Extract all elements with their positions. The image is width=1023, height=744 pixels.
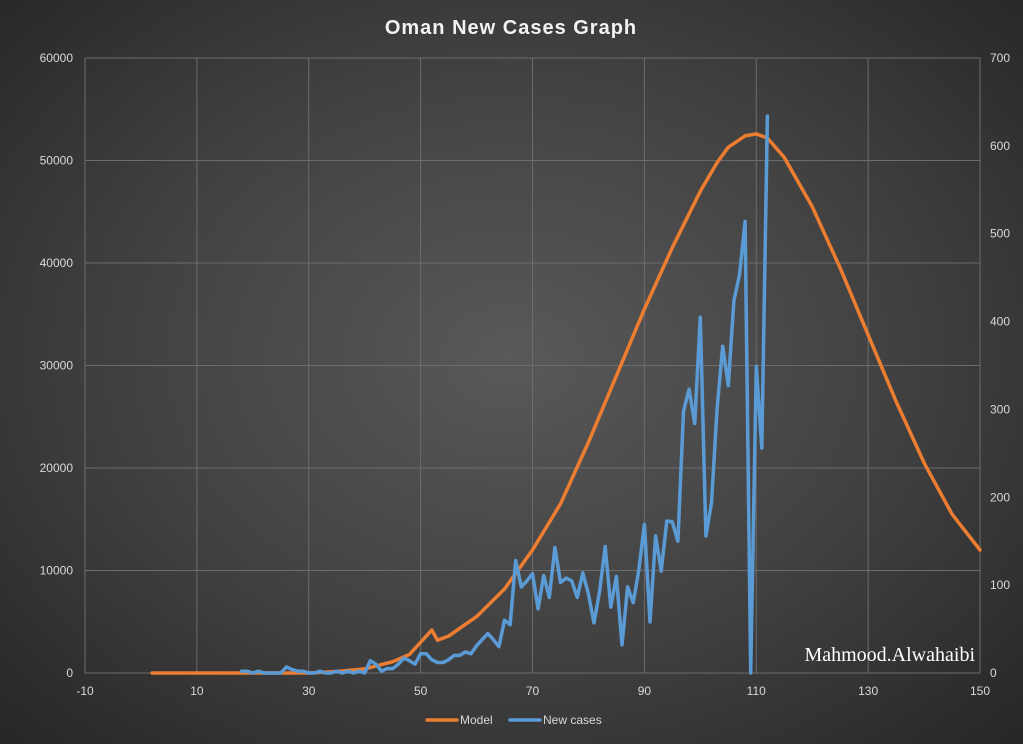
y-tick-label: 30000 <box>40 359 74 373</box>
y-tick-label: 60000 <box>40 51 74 65</box>
y-tick-label: 10000 <box>40 564 74 578</box>
x-tick-label: 50 <box>414 684 428 698</box>
chart-title: Oman New Cases Graph <box>385 17 637 39</box>
y-tick-label: 50000 <box>40 154 74 168</box>
y-tick-label: 40000 <box>40 256 74 270</box>
y-axis-left: 0 10000 20000 30000 40000 50000 60000 <box>40 51 74 680</box>
y2-tick-label: 500 <box>990 227 1010 241</box>
y2-tick-label: 300 <box>990 402 1010 416</box>
x-tick-label: 130 <box>858 684 878 698</box>
legend-label: Model <box>460 713 493 727</box>
y-tick-label: 0 <box>66 666 73 680</box>
x-tick-label: 150 <box>970 684 990 698</box>
y2-tick-label: 400 <box>990 315 1010 329</box>
x-tick-label: 110 <box>747 684 766 698</box>
y-axis-right: 0 100 200 300 400 500 600 700 <box>990 51 1010 680</box>
x-tick-label: 70 <box>526 684 540 698</box>
x-tick-label: 30 <box>302 684 316 698</box>
y2-tick-label: 600 <box>990 139 1010 153</box>
y2-tick-label: 700 <box>990 51 1010 65</box>
legend-label: New cases <box>543 713 602 727</box>
x-tick-label: 90 <box>638 684 652 698</box>
series-layer <box>150 114 982 675</box>
legend: Model New cases <box>425 713 602 727</box>
series-line-new-cases <box>239 114 770 675</box>
y2-tick-label: 100 <box>990 578 1010 592</box>
x-tick-label: 10 <box>190 684 204 698</box>
watermark: Mahmood.Alwahaibi <box>804 644 975 666</box>
series-line-model <box>150 132 982 675</box>
y-tick-label: 20000 <box>40 461 74 475</box>
x-tick-label: -10 <box>76 684 94 698</box>
x-axis: -10 10 30 50 70 90 110 130 150 <box>76 684 990 698</box>
y2-tick-label: 200 <box>990 490 1010 504</box>
y2-tick-label: 0 <box>990 666 997 680</box>
